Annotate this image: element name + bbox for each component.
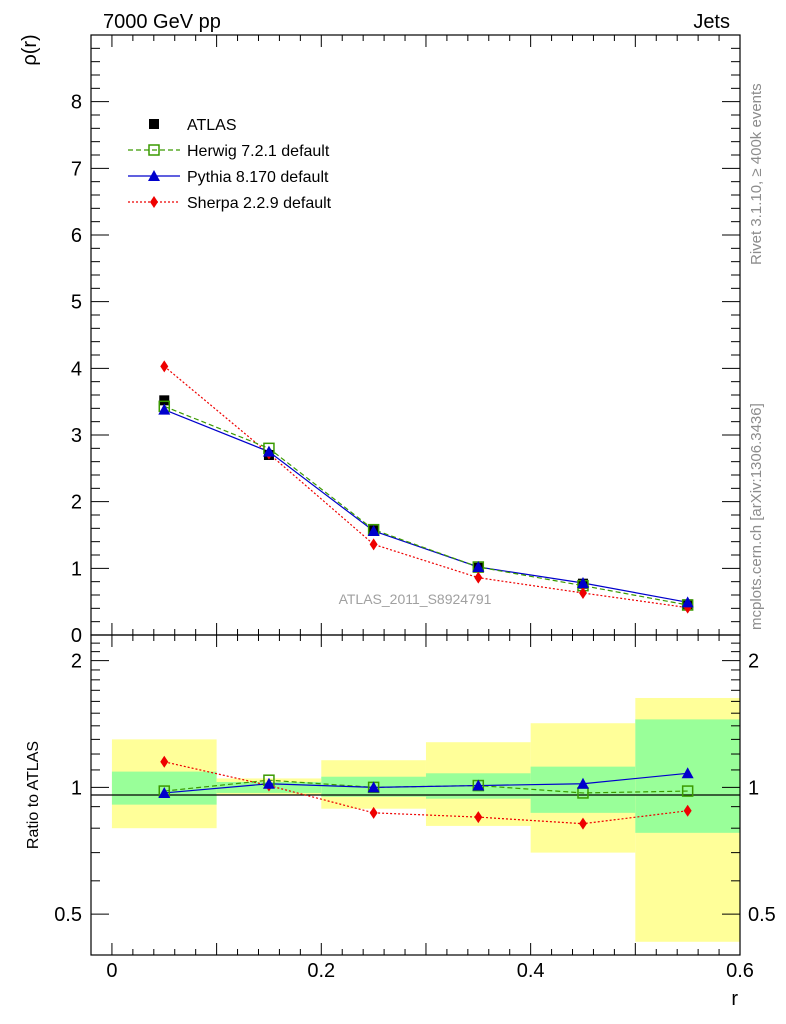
data-point-sherpa xyxy=(369,538,378,551)
ratio-point-sherpa xyxy=(578,817,587,830)
data-point-pythia xyxy=(367,525,380,536)
ratio-xlabel: r xyxy=(731,988,738,1010)
ratio-point-sherpa xyxy=(683,804,692,817)
side-text-top: Rivet 3.1.10, ≥ 400k events xyxy=(748,83,765,265)
header-left: 7000 GeV pp xyxy=(103,11,221,33)
ratio-point-sherpa xyxy=(474,811,483,824)
x-tick-label: 0.6 xyxy=(726,960,754,982)
ratio-plot-frame xyxy=(90,634,741,956)
series-line-pythia xyxy=(164,409,688,603)
ratio-point-pythia xyxy=(262,777,275,789)
main-plot: 0 1 2 3 4 5 6 7 8 ρ(r) ATLAS_2011_S8924791 xyxy=(19,34,741,647)
data-point-sherpa xyxy=(578,587,587,599)
legend-item-sherpa: Sherpa 2.2.9 default xyxy=(128,195,332,212)
ratio-point-pythia xyxy=(681,767,694,779)
data-point-atlas xyxy=(159,395,170,406)
legend-item-herwig: Herwig 7.2.1 default xyxy=(128,143,330,160)
side-text-bottom: mcplots.cern.ch [arXiv:1306.3436] xyxy=(748,403,765,630)
ratio-point-pythia xyxy=(472,779,485,791)
ratio-point-herwig xyxy=(681,785,694,797)
main-ylabel: ρ(r) xyxy=(19,34,41,65)
data-point-pythia xyxy=(576,577,589,588)
data-point-sherpa xyxy=(160,360,169,373)
y-tick-label: 2 xyxy=(71,492,82,514)
ratio-point-pythia xyxy=(367,781,380,793)
ratio-band-inner xyxy=(530,766,636,813)
legend: ATLAS Herwig 7.2.1 default Pythia 8.170 de… xyxy=(128,117,332,212)
ratio-point-sherpa xyxy=(160,755,169,768)
y-tick-label-right: 0.5 xyxy=(748,904,776,926)
y-tick-label-right: 1 xyxy=(748,777,759,799)
legend-marker-atlas xyxy=(149,119,159,129)
legend-marker-sherpa xyxy=(150,196,158,208)
y-tick-label: 2 xyxy=(71,651,82,673)
legend-marker-pythia xyxy=(148,170,160,181)
y-tick-label: 3 xyxy=(71,425,82,447)
data-point-sherpa xyxy=(474,571,483,584)
legend-label-pythia: Pythia 8.170 default xyxy=(187,169,329,186)
legend-marker-herwig xyxy=(148,144,160,156)
ratio-line-pythia xyxy=(164,772,688,794)
legend-item-atlas: ATLAS xyxy=(149,117,237,134)
y-tick-label: 5 xyxy=(71,292,82,314)
y-tick-label: 1 xyxy=(71,558,82,580)
y-tick-label-right: 2 xyxy=(748,651,759,673)
y-tick-label: 0.5 xyxy=(54,904,82,926)
y-tick-label: 6 xyxy=(71,225,82,247)
x-tick-label: 0 xyxy=(106,960,117,982)
series-line-sherpa xyxy=(163,365,688,609)
header-right: Jets xyxy=(693,11,730,33)
ratio-point-pythia xyxy=(576,777,589,789)
y-tick-label: 4 xyxy=(71,358,82,380)
y-tick-label: 8 xyxy=(71,92,82,114)
ratio-point-sherpa xyxy=(369,806,378,819)
ratio-point-pythia xyxy=(158,786,171,798)
y-tick-label: 0 xyxy=(71,625,82,647)
legend-label-herwig: Herwig 7.2.1 default xyxy=(187,143,330,160)
x-tick-label: 0.4 xyxy=(517,960,545,982)
series-line-herwig xyxy=(164,405,688,606)
ratio-plot: 0 0.2 0.4 0.6 0.5 0.5 1 1 2 2 Ratio to ATLAS r xyxy=(25,634,776,1010)
x-tick-label: 0.2 xyxy=(307,960,335,982)
ratio-line-sherpa xyxy=(164,761,688,825)
data-point-pythia xyxy=(158,403,171,415)
y-tick-label: 7 xyxy=(71,158,82,180)
ratio-ylabel: Ratio to ATLAS xyxy=(25,741,42,849)
y-tick-label: 1 xyxy=(71,777,82,799)
legend-item-pythia: Pythia 8.170 default xyxy=(128,169,329,186)
legend-label-sherpa: Sherpa 2.2.9 default xyxy=(187,195,332,212)
legend-label-atlas: ATLAS xyxy=(187,117,237,134)
data-point-pythia xyxy=(472,561,485,572)
analysis-watermark: ATLAS_2011_S8924791 xyxy=(339,591,492,607)
data-point-pythia xyxy=(262,445,275,457)
data-point-pythia xyxy=(681,596,694,608)
